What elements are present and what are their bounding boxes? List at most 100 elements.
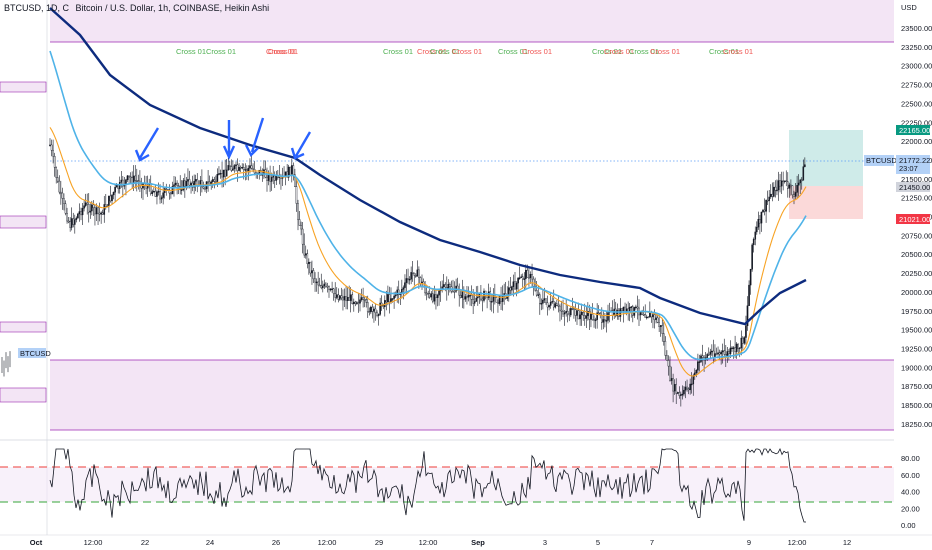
candle-body: [354, 301, 357, 304]
candle-body: [377, 314, 380, 316]
candle-body: [782, 180, 784, 183]
candle-body: [680, 394, 682, 396]
candle-body: [98, 212, 101, 215]
candle-body: [630, 306, 633, 308]
time-tick-label: 24: [206, 538, 214, 547]
rsi-tick-label: 60.00: [901, 471, 920, 480]
candle-body: [470, 294, 473, 300]
time-axis[interactable]: Oct 12:00 22 24 26 12:00 29 12:00 Sep 3 5 7 9 12:00 12: [0, 534, 932, 550]
candle-body: [154, 190, 157, 197]
candle-body: [157, 191, 160, 193]
candle-body: [672, 378, 674, 392]
candle-body: [249, 165, 251, 169]
candle-body: [749, 268, 752, 286]
candle-body: [190, 182, 192, 186]
candle-body: [112, 192, 115, 196]
candle-body: [469, 294, 471, 297]
arrow-down-icon: [222, 120, 236, 160]
candle-body: [473, 301, 476, 304]
candle-body: [114, 187, 116, 193]
candle-body: [740, 337, 743, 349]
candle-body: [773, 186, 775, 197]
candle-body: [320, 285, 323, 289]
price-tick-label: 19500.00: [901, 326, 932, 335]
candle-body: [509, 287, 512, 291]
candle-body: [641, 312, 643, 315]
candle-body: [715, 353, 718, 355]
candle-body: [120, 179, 123, 183]
price-axis[interactable]: USD 23500.00 23250.00 23000.00 22750.00 2250…: [894, 0, 932, 535]
price-tick-label: 22500.00: [901, 99, 932, 108]
zone-bottom: [50, 360, 894, 430]
candle-body: [751, 244, 753, 270]
long-position-tool[interactable]: [789, 130, 863, 219]
candle-body: [539, 294, 541, 304]
candle-body: [570, 308, 572, 316]
candle-body: [81, 208, 84, 216]
price-tick-label: 22000.00: [901, 137, 932, 146]
candle-body: [666, 355, 668, 361]
candle-body: [411, 272, 414, 274]
rsi-pane[interactable]: [0, 439, 932, 523]
candle-body: [67, 220, 70, 223]
candle-body: [168, 189, 171, 194]
candle-body: [684, 386, 687, 391]
candle-body: [701, 355, 704, 358]
candle-body: [165, 188, 168, 190]
candle-body: [683, 389, 685, 395]
price-tick-label: 22750.00: [901, 81, 932, 90]
candle-body: [357, 302, 360, 304]
candle-body: [149, 183, 152, 194]
candle-body: [777, 180, 780, 191]
stop-tag: [896, 214, 930, 224]
chart-legend[interactable]: BTCUSD, 1D, C Bitcoin / U.S. Dollar, 1h,…: [4, 3, 269, 13]
candle-body: [219, 173, 222, 175]
candle-body: [475, 297, 478, 302]
candle-body: [208, 181, 211, 185]
candle-body: [132, 175, 135, 184]
time-tick-label: 12:00: [318, 538, 337, 547]
time-tick-label: 5: [596, 538, 600, 547]
candle-body: [185, 181, 188, 187]
candle-body: [785, 180, 788, 183]
legend-symbol[interactable]: BTCUSD, 1D, C: [4, 3, 70, 13]
candle-body: [134, 175, 137, 181]
candle-body: [556, 303, 558, 306]
candle-body: [540, 303, 543, 305]
time-ticks: Oct 12:00 22 24 26 12:00 29 12:00 Sep 3 5 7 9 12:00 12: [30, 538, 851, 547]
candle-body: [315, 281, 318, 284]
annotation-arrows[interactable]: [134, 117, 312, 162]
candle-body: [173, 184, 175, 187]
candle-body: [247, 168, 250, 172]
candle-body: [574, 309, 577, 316]
candle-body: [177, 185, 180, 187]
candle-body: [388, 294, 391, 303]
candle-body: [718, 352, 721, 355]
candle-body: [317, 281, 319, 286]
candle-body: [101, 212, 104, 215]
candle-body: [768, 196, 770, 201]
candle-body: [334, 293, 337, 298]
candle-body: [345, 296, 347, 301]
candle-body: [108, 195, 110, 207]
candle-body: [635, 306, 637, 309]
candle-body: [436, 294, 439, 298]
candle-body: [61, 192, 64, 199]
price-tags: 22165.00 BTCUSD 21772.22 23:07 21450.00 …: [18, 125, 930, 358]
candle-body: [252, 168, 254, 170]
candle-body: [128, 175, 130, 178]
candle-body: [49, 144, 51, 147]
cross-label: Cross 01: [452, 47, 482, 56]
candle-body: [176, 182, 178, 186]
candle-body: [732, 347, 735, 349]
candle-body: [292, 165, 295, 175]
candle-body: [697, 361, 699, 371]
candle-body: [374, 308, 377, 314]
candle-body: [602, 319, 605, 323]
candle-body: [328, 286, 330, 290]
candle-body: [734, 347, 736, 352]
candle-body: [663, 333, 665, 342]
candle-body: [424, 286, 426, 294]
candle-body: [442, 284, 445, 287]
